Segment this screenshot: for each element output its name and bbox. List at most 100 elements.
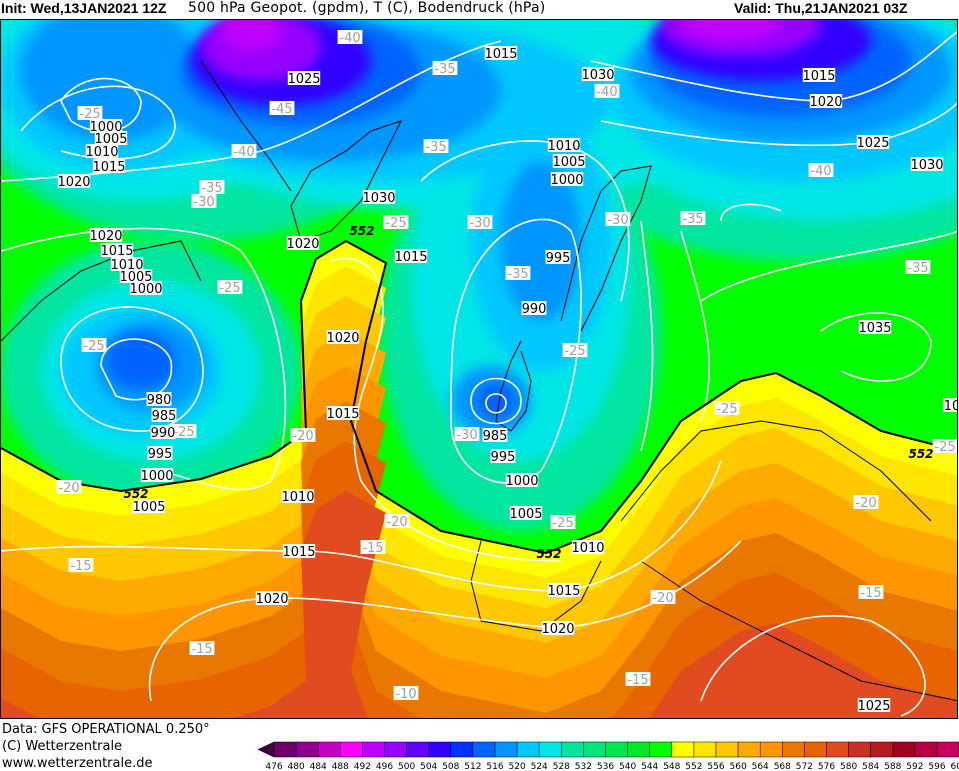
fill-cold-region (681, 20, 781, 41)
temperature-label: -35 (505, 266, 531, 282)
colorbar-tick-label: 500 (398, 762, 415, 770)
coastline (620, 420, 932, 522)
pressure-label: 1030 (362, 190, 396, 206)
temperature-label: -25 (562, 343, 588, 359)
svg-text:1005: 1005 (509, 507, 542, 522)
svg-text:-30: -30 (456, 428, 477, 443)
svg-text:-15: -15 (627, 673, 648, 688)
pressure-label: 1020 (541, 621, 575, 637)
svg-text:-40: -40 (233, 145, 254, 160)
colorbar-tick-label: 480 (288, 762, 305, 770)
temperature-label: -40 (337, 30, 363, 46)
svg-text:-20: -20 (652, 591, 673, 606)
colorbar-tick-label: 512 (464, 762, 481, 770)
svg-text:1005: 1005 (132, 500, 165, 515)
svg-text:1015: 1015 (92, 160, 125, 175)
temperature-label: -45 (269, 101, 295, 117)
svg-text:1015: 1015 (547, 584, 580, 599)
colorbar-tick-label: 484 (310, 762, 327, 770)
isobar (100, 338, 173, 401)
svg-text:-25: -25 (385, 216, 406, 231)
temperature-label: -15 (189, 641, 215, 657)
colorbar-tick-label: 528 (553, 762, 570, 770)
svg-text:1020: 1020 (326, 331, 359, 346)
isobar (700, 615, 926, 717)
pressure-label: 1015 (92, 159, 126, 175)
isobar (640, 220, 654, 452)
pressure-label: 1015 (326, 406, 360, 422)
init-time: Init: Wed,13JAN2021 12Z (1, 0, 167, 16)
colorbar-tick-label: 504 (420, 762, 437, 770)
svg-text:-10: -10 (395, 687, 416, 702)
svg-text:1020: 1020 (541, 622, 574, 637)
website-link[interactable]: www.wetterzentrale.de (2, 756, 153, 771)
svg-text:-35: -35 (907, 261, 928, 276)
pressure-label: 980 (147, 392, 172, 408)
colorbar-swatch (428, 741, 452, 758)
pressure-label: 1015 (802, 68, 836, 84)
colorbar-tick-label: 536 (597, 762, 614, 770)
svg-text:990: 990 (151, 426, 176, 441)
colorbar-swatch (848, 741, 871, 758)
temperature-label: -25 (932, 439, 957, 455)
svg-text:1020: 1020 (809, 95, 842, 110)
isobar (485, 393, 507, 414)
temperature-label: -30 (467, 215, 493, 231)
temperature-label: -30 (605, 212, 631, 228)
temperature-label: -25 (171, 424, 197, 440)
svg-text:995: 995 (546, 251, 571, 266)
svg-text:1025: 1025 (856, 136, 889, 151)
isobar (450, 218, 582, 484)
pressure-label: 1010 (571, 540, 605, 556)
colorbar-swatch (561, 741, 584, 758)
svg-text:1015: 1015 (394, 250, 427, 265)
pressure-label: 1005 (94, 131, 128, 147)
svg-text:1015: 1015 (802, 69, 835, 84)
pressure-label: 1010 (85, 144, 119, 160)
svg-text:995: 995 (491, 450, 516, 465)
svg-text:1005: 1005 (552, 155, 585, 170)
temperature-label: -40 (594, 84, 620, 100)
pressure-label: 1025 (857, 698, 891, 714)
pressure-label: 985 (483, 428, 507, 444)
fill-cold-region (501, 161, 581, 321)
svg-text:980: 980 (147, 393, 172, 408)
coastline (495, 340, 532, 432)
temperature-label: -15 (360, 540, 386, 556)
svg-text:1030: 1030 (581, 68, 614, 83)
svg-text:-25: -25 (716, 402, 737, 417)
temperature-label: -20 (650, 590, 676, 606)
temperature-label: -15 (858, 585, 884, 601)
pressure-label: 1005 (509, 506, 543, 522)
temperature-label: -15 (68, 558, 94, 574)
svg-text:1000: 1000 (129, 282, 162, 297)
pressure-label: 1020 (57, 174, 91, 190)
pressure-label: 1005 (132, 499, 166, 515)
svg-text:-25: -25 (219, 281, 240, 296)
svg-text:-15: -15 (362, 541, 383, 556)
pressure-label: 995 (491, 449, 516, 465)
colorbar-tick-label: 584 (862, 762, 879, 770)
pressure-label: 990 (151, 425, 176, 441)
temperature-label: -35 (423, 139, 449, 155)
weather-map: -40 -35 -40 -25 -45 -35 -40 -40 -35 -30 -25 -30 -30-… (0, 19, 958, 719)
colorbar-tick-label: 524 (531, 762, 548, 770)
fill-warm-band (1, 491, 957, 718)
temperature-label: -35 (199, 180, 225, 196)
temperature-label: -20 (853, 495, 879, 511)
colorbar-tick-label: 532 (575, 762, 592, 770)
svg-text:-25: -25 (173, 425, 194, 440)
svg-text:-40: -40 (339, 31, 360, 46)
colorbar-tick-label: 552 (685, 762, 702, 770)
pressure-label: 1020 (809, 94, 843, 110)
svg-text:-25: -25 (83, 339, 104, 354)
colorbar-tick-label: 556 (707, 762, 724, 770)
temperature-label: -25 (714, 401, 740, 417)
pressure-label: 1015 (394, 249, 428, 265)
colorbar-swatch (870, 741, 894, 758)
pressure-label: 1015 (282, 544, 316, 560)
pressure-label: 1030 (910, 157, 944, 173)
pressure-isobars (1, 31, 957, 717)
temperature-label: -35 (432, 61, 458, 77)
svg-text:985: 985 (152, 409, 177, 424)
